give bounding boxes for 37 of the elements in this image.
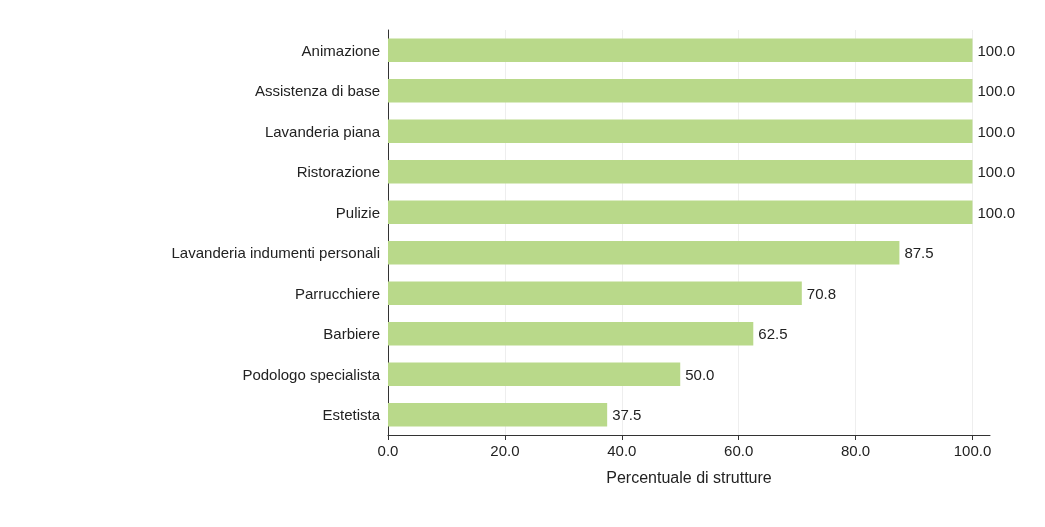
bar xyxy=(388,79,973,103)
bar xyxy=(388,200,973,224)
bar xyxy=(388,119,973,143)
x-tick-label: 0.0 xyxy=(377,442,399,459)
bar xyxy=(388,322,754,346)
x-tick-label: 60.0 xyxy=(724,442,754,459)
data-label: 100.0 xyxy=(977,41,1016,59)
y-tick-label: Lavanderia indumenti personali xyxy=(171,244,380,262)
y-tick-label: Podologo specialista xyxy=(242,365,381,383)
data-label: 100.0 xyxy=(977,163,1016,181)
bar xyxy=(388,241,900,265)
y-tick-label: Lavanderia piana xyxy=(264,122,381,140)
y-tick-label: Pulizie xyxy=(335,203,380,221)
x-axis-title: Percentuale di strutture xyxy=(606,468,772,486)
data-label: 100.0 xyxy=(977,122,1016,140)
data-label: 100.0 xyxy=(977,82,1016,100)
x-tick-label: 20.0 xyxy=(490,442,520,459)
y-tick-label: Assistenza di base xyxy=(254,82,380,100)
data-label: 100.0 xyxy=(977,203,1016,221)
bar xyxy=(388,281,802,305)
x-tick-label: 100.0 xyxy=(953,442,992,459)
x-tick-label: 40.0 xyxy=(607,442,637,459)
data-label: 50.0 xyxy=(685,365,715,383)
bar xyxy=(388,362,681,386)
data-label: 70.8 xyxy=(806,284,837,302)
data-label: 37.5 xyxy=(612,406,642,424)
bar xyxy=(388,160,973,184)
data-label: 62.5 xyxy=(758,325,788,343)
bar xyxy=(388,403,608,427)
bar xyxy=(388,38,973,62)
y-tick-label: Estetista xyxy=(322,406,381,424)
y-tick-label: Parrucchiere xyxy=(294,284,380,302)
y-tick-label: Ristorazione xyxy=(296,163,380,181)
y-tick-label: Animazione xyxy=(301,41,380,59)
data-label: 87.5 xyxy=(904,244,934,262)
y-tick-label: Barbiere xyxy=(323,325,380,343)
x-tick-label: 80.0 xyxy=(840,442,871,459)
